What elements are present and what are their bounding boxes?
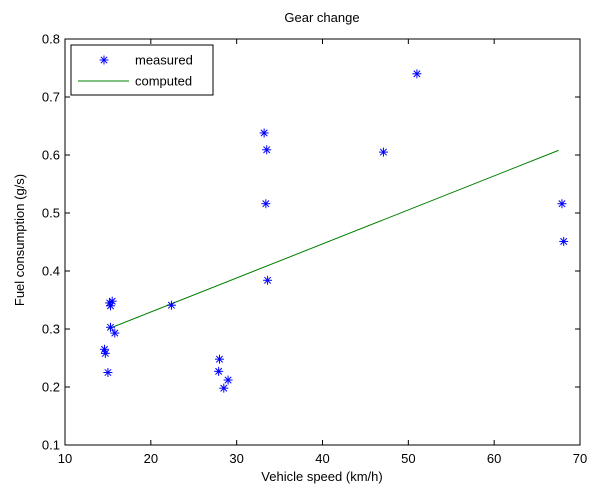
x-tick-label: 40 (315, 451, 329, 466)
measured-point (259, 128, 269, 138)
measured-point (166, 300, 176, 310)
x-tick-label: 70 (573, 451, 587, 466)
x-tick-label: 50 (401, 451, 415, 466)
series-layer (99, 69, 569, 393)
measured-point (557, 199, 567, 209)
measured-point (107, 296, 117, 306)
x-tick-label: 20 (144, 451, 158, 466)
y-axis-label: Fuel consumption (g/s) (12, 174, 27, 306)
chart-title: Gear change (284, 10, 359, 25)
y-tick-label: 0.3 (42, 322, 60, 337)
measured-point (105, 322, 115, 332)
x-tick-label: 60 (487, 451, 501, 466)
measured-point (378, 147, 388, 157)
legend-label: measured (135, 53, 193, 68)
measured-point (110, 328, 120, 338)
x-tick-label: 30 (229, 451, 243, 466)
measured-point (214, 366, 224, 376)
y-tick-label: 0.5 (42, 206, 60, 221)
legend-box (70, 44, 214, 96)
measured-point (412, 69, 422, 79)
x-axis-label: Vehicle speed (km/h) (261, 469, 382, 484)
measured-point (263, 275, 273, 285)
legend-label: computed (135, 74, 192, 89)
y-tick-label: 0.8 (42, 32, 60, 47)
measured-point (261, 199, 271, 209)
y-tick-label: 0.7 (42, 90, 60, 105)
measured-point (215, 354, 224, 364)
y-tick-label: 0.4 (42, 264, 60, 279)
legend-marker-measured (99, 55, 109, 65)
y-tick-label: 0.6 (42, 148, 60, 163)
measured-point (559, 236, 569, 246)
measured-point (219, 383, 229, 393)
y-tick-label: 0.1 (42, 438, 60, 453)
y-tick-label: 0.2 (42, 380, 60, 395)
x-tick-label: 10 (58, 451, 72, 466)
measured-point (223, 375, 233, 385)
x-axis: 10 20 30 40 50 60 70 (58, 39, 587, 466)
computed-line (107, 149, 559, 330)
legend: measured computed (70, 44, 214, 96)
measured-point (103, 368, 113, 377)
measured-point (100, 348, 110, 358)
y-axis: 0.1 0.2 0.3 0.4 0.5 0.6 0.7 0.8 (42, 32, 580, 453)
plot-area (64, 38, 581, 446)
measured-point (262, 145, 272, 155)
